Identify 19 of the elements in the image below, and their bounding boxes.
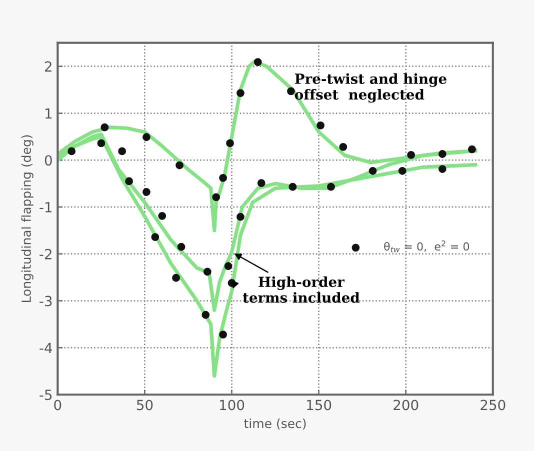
y-tick-label: -5: [40, 390, 52, 400]
x-tick-label: 100: [220, 400, 244, 410]
x-tick-label: 250: [480, 400, 506, 410]
y-tick-label: 0: [44, 155, 52, 166]
y-tick-label: -2: [40, 248, 52, 260]
y-axis-title: Longitudinal flapping (deg): [21, 135, 34, 302]
x-axis-title: time (sec): [244, 418, 306, 430]
y-tick-label: -4: [40, 342, 52, 353]
x-tick-label: 150: [307, 400, 332, 410]
x-tick-label: 50: [136, 400, 153, 410]
y-tick-label: 2: [44, 61, 52, 72]
x-tick-label: 0: [54, 400, 62, 410]
legend-label: θ$_{tw}$ = 0, e$^{2}$ = 0: [384, 240, 470, 252]
y-tick-label: 1: [46, 108, 52, 118]
y-tick-label: -1: [40, 202, 52, 212]
annotation: High-order terms included: [242, 276, 360, 303]
annotation: Pre-twist and hinge offset neglected: [294, 73, 446, 103]
x-tick-label: 200: [394, 400, 418, 410]
y-tick-label: -3: [40, 296, 52, 306]
